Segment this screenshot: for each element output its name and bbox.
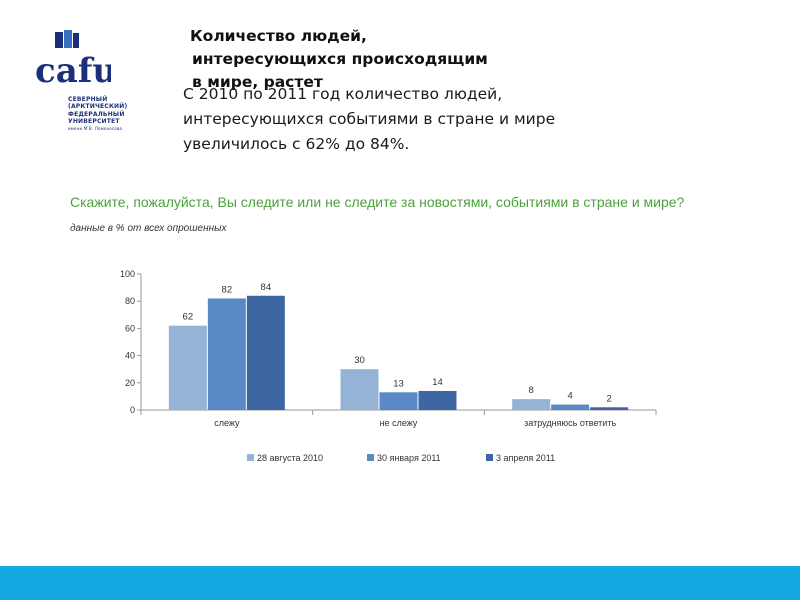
bar-value-label: 62 (183, 312, 194, 323)
y-tick-label: 60 (125, 323, 135, 333)
bar (340, 369, 379, 410)
y-tick-label: 0 (130, 405, 135, 415)
bar-value-label: 4 (568, 391, 573, 402)
legend-swatch (367, 454, 374, 461)
logo-wordmark: cafu (35, 51, 111, 91)
bar (207, 298, 246, 410)
footer-band (0, 566, 800, 600)
slide-title-line: Количество людей, (190, 27, 367, 45)
logo-line: (АРКТИЧЕСКИЙ) (68, 103, 128, 111)
bar-value-label: 82 (222, 284, 233, 295)
slide-title-line: интересующихся происходящим (192, 50, 488, 68)
bar (168, 325, 207, 410)
bar-value-label: 13 (393, 378, 404, 389)
bar-value-label: 14 (432, 377, 443, 388)
bar (379, 392, 418, 410)
bar (512, 399, 551, 410)
legend-swatch (486, 454, 493, 461)
y-tick-label: 20 (125, 378, 135, 388)
legend-swatch (247, 454, 254, 461)
chart-subtitle: данные в % от всех опрошенных (70, 223, 227, 234)
bar (418, 390, 457, 410)
legend-label: 3 апреля 2011 (496, 453, 555, 463)
lead-line: интересующихся событиями в стране и мире (183, 110, 556, 128)
bar (551, 404, 590, 410)
bar (590, 407, 629, 410)
category-label: слежу (214, 418, 240, 428)
legend-label: 28 августа 2010 (257, 453, 323, 463)
bar (246, 295, 285, 410)
slide-title-line: в мире, растет (192, 73, 323, 91)
chart-title: Скажите, пожалуйста, Вы следите или не с… (70, 194, 685, 210)
y-tick-label: 100 (120, 269, 135, 279)
bar-value-label: 2 (607, 393, 612, 404)
bar-value-label: 8 (529, 385, 534, 396)
category-label: не слежу (380, 418, 418, 428)
bar-value-label: 84 (261, 282, 272, 293)
logo-caption: СЕВЕРНЫЙ (АРКТИЧЕСКИЙ) ФЕДЕРАЛЬНЫЙ УНИВЕ… (68, 96, 128, 132)
lead-line: увеличилось с 62% до 84%. (183, 135, 410, 153)
logo-line: СЕВЕРНЫЙ (68, 96, 108, 103)
logo-line: УНИВЕРСИТЕТ (68, 118, 120, 126)
lead-paragraph: С 2010 по 2011 год количество людей, инт… (183, 82, 743, 157)
logo-line-small: имени М.В. Ломоносова (68, 125, 123, 131)
bar-value-label: 30 (354, 355, 365, 366)
university-logo: cafu СЕВЕРНЫЙ (АРКТИЧЕСКИЙ) ФЕДЕРАЛЬНЫЙ … (30, 30, 128, 148)
y-tick-label: 80 (125, 296, 135, 306)
logo-mark-icon: cafu (35, 30, 111, 91)
lead-line: С 2010 по 2011 год количество людей, (183, 85, 503, 103)
logo-line: ФЕДЕРАЛЬНЫЙ (68, 110, 125, 118)
y-tick-label: 40 (125, 351, 135, 361)
slide-title: Количество людей, интересующихся происхо… (190, 25, 610, 94)
category-label: затрудняюсь ответить (524, 418, 616, 428)
legend-label: 30 января 2011 (377, 453, 441, 463)
